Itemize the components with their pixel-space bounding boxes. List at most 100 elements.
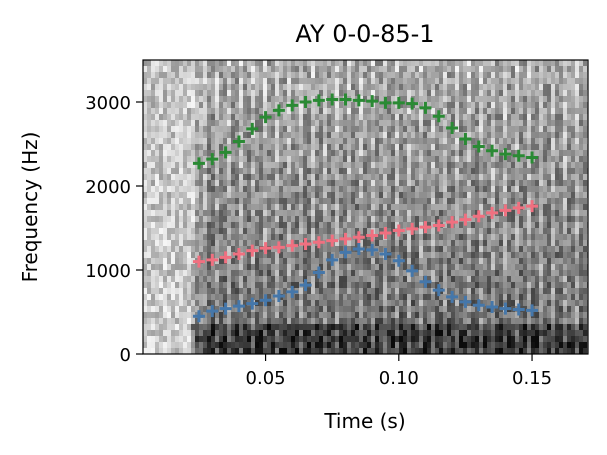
spectrogram-cell [403,180,408,187]
spectrogram-cell [435,156,440,163]
spectrogram-cell [443,120,448,127]
spectrogram-cell [363,288,368,295]
spectrogram-cell [519,84,524,91]
spectrogram-cell [335,288,340,295]
spectrogram-cell [443,192,448,199]
spectrogram-cell [167,222,172,229]
spectrogram-cell [407,210,412,217]
spectrogram-cell [287,120,292,127]
spectrogram-cell [547,192,552,199]
spectrogram-cell [535,324,540,331]
spectrogram-cell [379,162,384,169]
spectrogram-cell [159,264,164,271]
spectrogram-cell [215,108,220,115]
spectrogram-cell [515,60,520,67]
spectrogram-cell [171,324,176,331]
spectrogram-cell [183,78,188,85]
spectrogram-cell [471,318,476,325]
spectrogram-cell [303,318,308,325]
spectrogram-cell [311,282,316,289]
spectrogram-cell [175,144,180,151]
spectrogram-cell [299,300,304,307]
spectrogram-cell [383,132,388,139]
spectrogram-cell [475,240,480,247]
spectrogram-cell [279,234,284,241]
spectrogram-cell [247,120,252,127]
spectrogram-cell [215,294,220,301]
spectrogram-cell [479,90,484,97]
spectrogram-cell [323,324,328,331]
spectrogram-cell [515,192,520,199]
spectrogram-cell [279,168,284,175]
spectrogram-cell [207,228,212,235]
spectrogram-cell [307,84,312,91]
spectrogram-cell [223,102,228,109]
spectrogram-cell [183,168,188,175]
spectrogram-cell [275,180,280,187]
spectrogram-cell [211,330,216,337]
spectrogram-cell [307,270,312,277]
spectrogram-cell [311,264,316,271]
spectrogram-cell [191,288,196,295]
spectrogram-cell [271,276,276,283]
spectrogram-cell [151,210,156,217]
spectrogram-cell [151,348,156,354]
spectrogram-cell [203,96,208,103]
spectrogram-cell [427,120,432,127]
spectrogram-cell [463,72,468,79]
spectrogram-cell [315,72,320,79]
spectrogram-cell [335,318,340,325]
spectrogram-cell [239,276,244,283]
spectrogram-cell [175,120,180,127]
spectrogram-cell [283,252,288,259]
spectrogram-cell [339,66,344,73]
spectrogram-cell [407,294,412,301]
spectrogram-cell [455,252,460,259]
spectrogram-cell [287,60,292,67]
spectrogram-cell [411,258,416,265]
spectrogram-cell [427,204,432,211]
spectrogram-cell [535,108,540,115]
spectrogram-cell [251,330,256,337]
spectrogram-cell [259,294,264,301]
spectrogram-cell [491,114,496,121]
spectrogram-cell [223,246,228,253]
spectrogram-cell [511,234,516,241]
spectrogram-cell [247,210,252,217]
spectrogram-cell [175,72,180,79]
spectrogram-cell [359,324,364,331]
spectrogram-cell [239,318,244,325]
spectrogram-cell [363,282,368,289]
spectrogram-cell [339,270,344,277]
spectrogram-cell [491,234,496,241]
spectrogram-cell [159,210,164,217]
spectrogram-cell [223,318,228,325]
spectrogram-cell [363,138,368,145]
spectrogram-cell [511,72,516,79]
spectrogram-cell [219,174,224,181]
spectrogram-cell [203,168,208,175]
spectrogram-cell [171,342,176,349]
spectrogram-cell [419,228,424,235]
spectrogram-cell [207,114,212,121]
spectrogram-cell [367,78,372,85]
spectrogram-cell [155,126,160,133]
spectrogram-cell [419,78,424,85]
spectrogram-cell [171,198,176,205]
spectrogram-cell [219,204,224,211]
spectrogram-cell [523,126,528,133]
spectrogram-cell [347,300,352,307]
spectrogram-cell [203,60,208,67]
spectrogram-cell [423,192,428,199]
spectrogram-cell [367,60,372,67]
spectrogram-cell [519,342,524,349]
spectrogram-cell [487,288,492,295]
spectrogram-cell [483,162,488,169]
spectrogram-cell [199,144,204,151]
spectrogram-cell [191,342,196,349]
spectrogram-cell [439,168,444,175]
spectrogram-cell [279,162,284,169]
spectrogram-cell [191,264,196,271]
spectrogram-cell [347,102,352,109]
spectrogram-cell [259,84,264,91]
